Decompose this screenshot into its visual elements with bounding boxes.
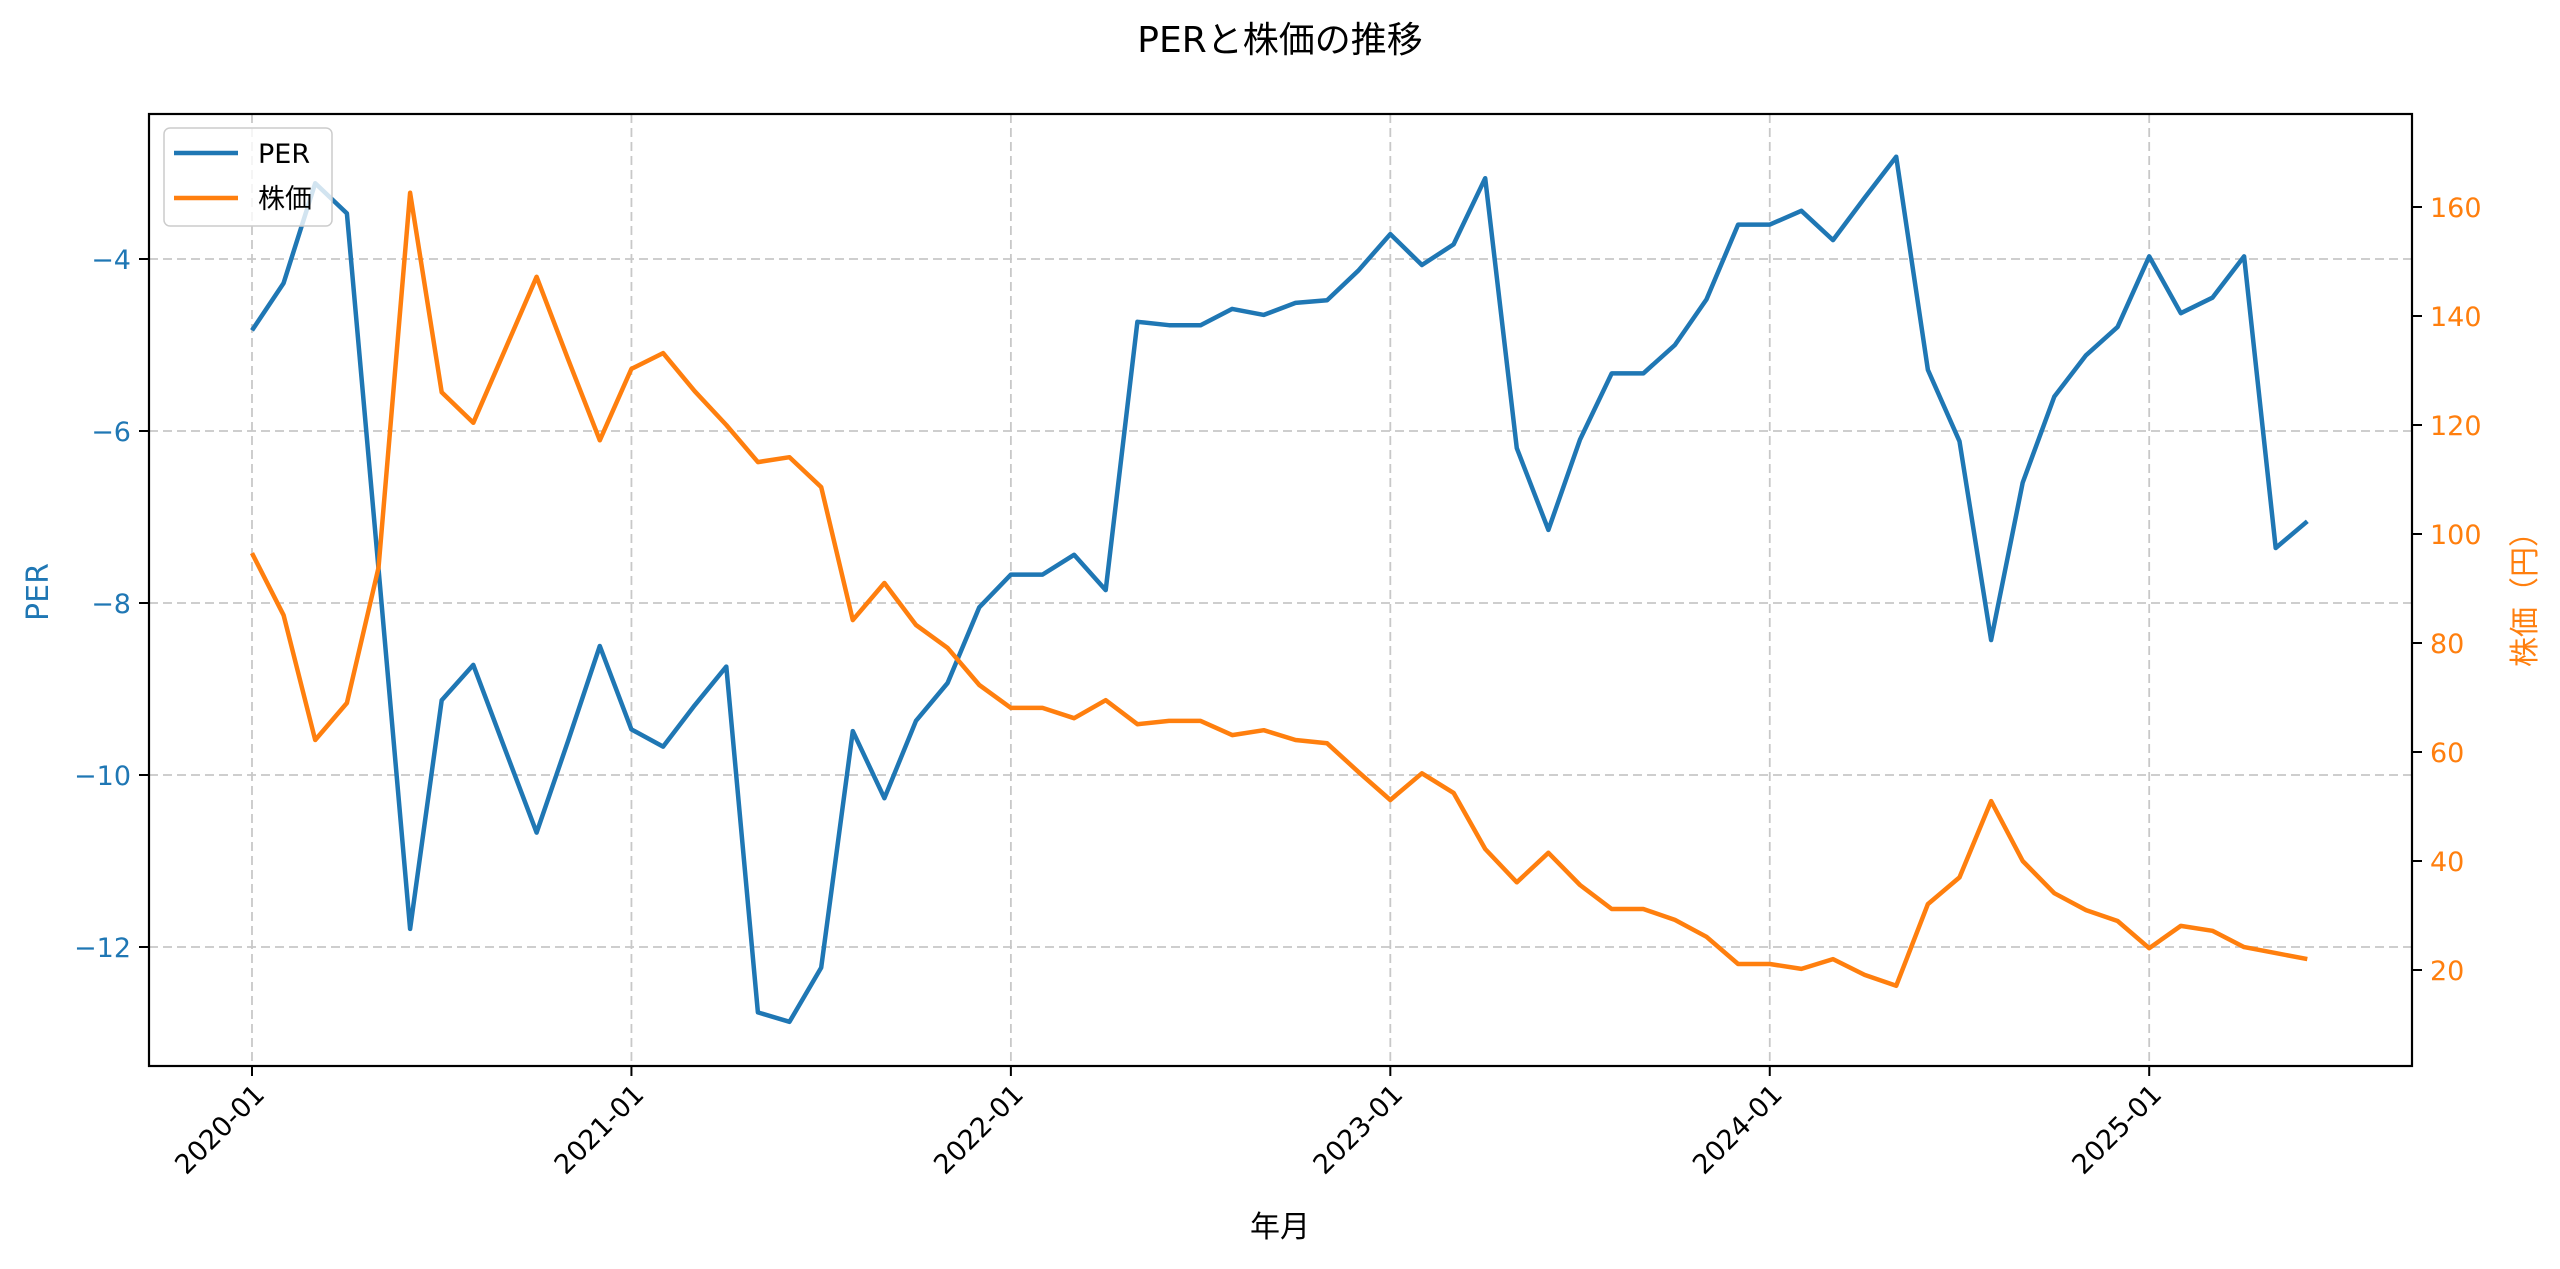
right-tick-label: 140 [2430,302,2482,333]
left-tick-label: −6 [91,417,131,448]
price-line [249,190,2308,989]
left-tick-label: −8 [91,589,131,620]
right-tick-label: 80 [2430,629,2464,660]
chart-title: PERと株価の推移 [1137,20,1422,61]
left-tick-label: −4 [91,245,131,276]
left-y-axis: −4 −6 −8 −10 −12 [74,245,149,964]
legend-per-label: PER [258,139,310,170]
x-tick-label: 2024-01 [1687,1079,1789,1181]
x-axis-label: 年月 [1250,1210,1310,1245]
x-tick-label: 2021-01 [549,1079,651,1181]
right-tick-label: 20 [2430,956,2464,987]
right-tick-label: 160 [2430,193,2482,224]
plot-lines [249,154,2309,1025]
x-axis: 2020-01 2021-01 2022-01 2023-01 2024-01 2025-… [169,1066,2168,1181]
right-tick-label: 40 [2430,847,2464,878]
right-tick-label: 120 [2430,411,2482,442]
legend: PER 株価 [163,127,333,227]
left-tick-label: −12 [74,933,131,964]
x-tick-label: 2023-01 [1308,1079,1410,1181]
x-tick-label: 2025-01 [2066,1079,2168,1181]
x-tick-label: 2020-01 [169,1079,271,1181]
x-tick-label: 2022-01 [928,1079,1030,1181]
legend-price-label: 株価 [258,184,312,215]
right-tick-label: 100 [2430,520,2482,551]
right-tick-label: 60 [2430,738,2464,769]
plot-frame [147,112,2414,1068]
right-y-axis: 20 40 60 80 100 120 140 160 [2412,193,2482,987]
per-line [250,154,2309,1025]
left-tick-label: −10 [74,761,131,792]
y-axis-label-left: PER [21,563,56,621]
y-axis-label-right: 株価（円） [2508,517,2543,667]
grid-lines [149,114,2412,1066]
